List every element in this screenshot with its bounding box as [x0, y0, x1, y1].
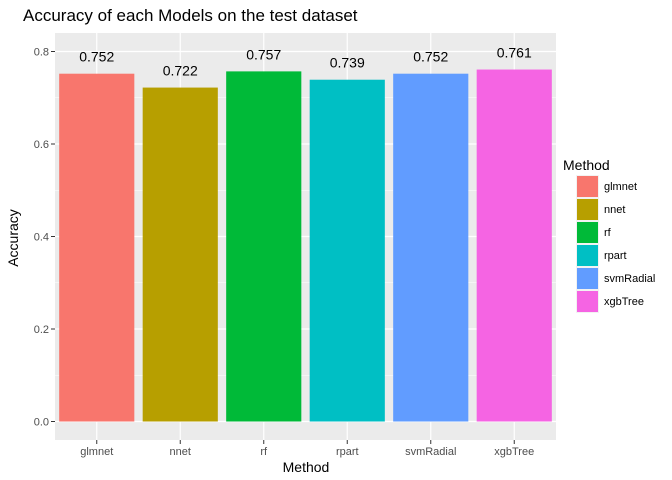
legend-swatch-nnet: [577, 199, 598, 220]
legend-label-nnet: nnet: [604, 204, 625, 216]
y-axis-label: Accuracy: [5, 209, 21, 267]
bar-svmRadial: [393, 73, 469, 422]
data-label-nnet: 0.722: [163, 63, 198, 79]
y-tick-label: 0.8: [34, 47, 49, 59]
data-label-xgbTree: 0.761: [497, 45, 532, 61]
legend-swatch-glmnet: [577, 176, 598, 197]
bar-xgbTree: [476, 69, 552, 422]
legend-swatch-rpart: [577, 245, 598, 266]
x-axis-label: Method: [283, 459, 330, 475]
y-tick-label: 0.0: [34, 417, 49, 429]
x-tick-label-nnet: nnet: [170, 446, 191, 458]
legend-label-svmRadial: svmRadial: [604, 273, 655, 285]
x-tick-label-svmRadial: svmRadial: [405, 446, 456, 458]
y-tick-label: 0.6: [34, 139, 49, 151]
data-label-rpart: 0.739: [330, 55, 365, 71]
y-axis-ticks: 0.0 0.2 0.4 0.6 0.8: [34, 47, 55, 429]
legend: Method glmnet nnet rf rpart svmRadial xgbTree: [563, 157, 655, 313]
bar-rpart: [309, 79, 385, 422]
data-label-svmRadial: 0.752: [413, 49, 448, 65]
plot-panel: 0.752 0.722 0.757 0.739 0.752 0.761: [55, 33, 556, 440]
x-tick-label-glmnet: glmnet: [80, 446, 113, 458]
bar-nnet: [142, 87, 218, 422]
x-tick-label-rpart: rpart: [336, 446, 359, 458]
y-tick-label: 0.2: [34, 324, 49, 336]
chart-title: Accuracy of each Models on the test data…: [23, 6, 358, 25]
bar-rf: [226, 71, 302, 422]
legend-swatch-xgbTree: [577, 291, 598, 312]
legend-swatch-svmRadial: [577, 268, 598, 289]
y-tick-label: 0.4: [34, 232, 49, 244]
legend-label-xgbTree: xgbTree: [604, 296, 644, 308]
legend-title: Method: [563, 157, 610, 173]
data-label-rf: 0.757: [246, 46, 281, 62]
legend-label-rpart: rpart: [604, 250, 627, 262]
bar-glmnet: [59, 73, 135, 422]
data-label-glmnet: 0.752: [79, 49, 114, 65]
x-axis-ticks: glmnet nnet rf rpart svmRadial xgbTree: [80, 440, 534, 458]
legend-swatch-rf: [577, 222, 598, 243]
legend-label-rf: rf: [604, 227, 612, 239]
x-tick-label-xgbTree: xgbTree: [494, 446, 534, 458]
legend-label-glmnet: glmnet: [604, 181, 637, 193]
x-tick-label-rf: rf: [260, 446, 268, 458]
